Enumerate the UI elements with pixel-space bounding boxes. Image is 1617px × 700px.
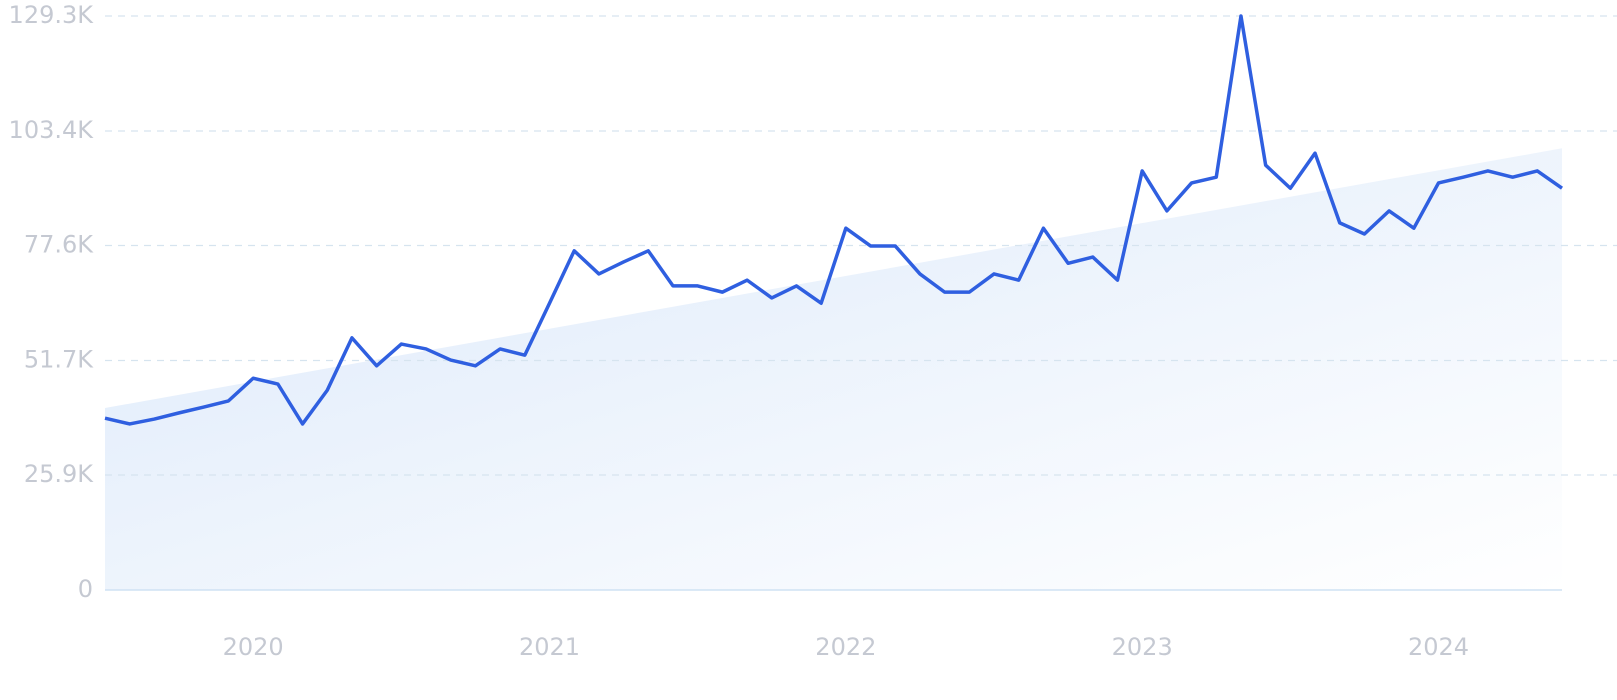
x-tick-label: 2021 bbox=[519, 633, 580, 661]
data-line bbox=[104, 14, 1564, 426]
trend-area bbox=[105, 148, 1562, 590]
y-tick-label: 77.6K bbox=[24, 231, 94, 259]
y-tick-label: 51.7K bbox=[24, 345, 94, 373]
x-tick-label: 2022 bbox=[815, 633, 876, 661]
x-tick-label: 2023 bbox=[1112, 633, 1173, 661]
x-tick-label: 2024 bbox=[1408, 633, 1469, 661]
y-tick-label: 25.9K bbox=[24, 460, 94, 488]
y-tick-label: 0 bbox=[78, 575, 93, 603]
y-tick-label: 103.4K bbox=[9, 116, 95, 144]
y-tick-label: 129.3K bbox=[9, 1, 95, 29]
x-tick-label: 2020 bbox=[223, 633, 284, 661]
